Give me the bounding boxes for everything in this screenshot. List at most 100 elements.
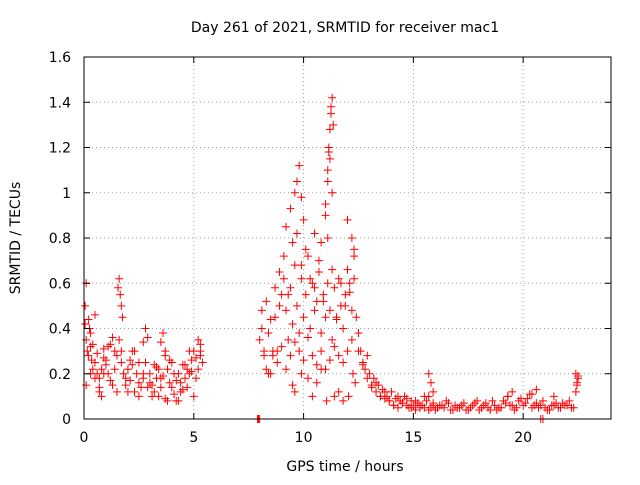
- y-tick-label: 1.4: [49, 95, 71, 111]
- data-point: [130, 387, 139, 396]
- data-point: [317, 347, 326, 356]
- data-point: [106, 376, 115, 385]
- data-point: [286, 204, 295, 213]
- data-point: [165, 378, 174, 387]
- data-point: [99, 344, 108, 353]
- data-point: [572, 378, 581, 387]
- data-point: [323, 177, 332, 186]
- data-point: [185, 369, 194, 378]
- data-point: [181, 374, 190, 383]
- data-point: [152, 362, 161, 371]
- data-point: [321, 313, 330, 322]
- data-point: [83, 347, 92, 356]
- data-point: [114, 283, 123, 292]
- data-point: [310, 283, 319, 292]
- data-point: [451, 401, 460, 410]
- data-point: [255, 335, 264, 344]
- data-point: [328, 265, 337, 274]
- data-point: [279, 274, 288, 283]
- data-point: [424, 369, 433, 378]
- y-tick-label: 0.2: [49, 367, 71, 383]
- data-point: [317, 329, 326, 338]
- data-point: [143, 383, 152, 392]
- data-point: [389, 401, 398, 410]
- data-point: [156, 383, 165, 392]
- data-point: [257, 324, 266, 333]
- data-point: [372, 387, 381, 396]
- data-point: [143, 333, 152, 342]
- data-point: [150, 360, 159, 369]
- data-point: [527, 390, 536, 399]
- data-point: [115, 335, 124, 344]
- x-tick-label: 15: [404, 430, 422, 446]
- data-point: [495, 403, 504, 412]
- data-point: [347, 335, 356, 344]
- data-point: [411, 405, 420, 414]
- data-point: [322, 396, 331, 405]
- data-point: [176, 387, 185, 396]
- data-point: [121, 381, 130, 390]
- data-point: [170, 369, 179, 378]
- data-point: [306, 324, 315, 333]
- data-point: [391, 394, 400, 403]
- data-point: [345, 288, 354, 297]
- data-point: [339, 324, 348, 333]
- data-point: [459, 399, 468, 408]
- data-point: [372, 378, 381, 387]
- data-point: [325, 356, 334, 365]
- data-point: [257, 306, 266, 315]
- data-point: [110, 365, 119, 374]
- data-point: [279, 252, 288, 261]
- data-point: [394, 403, 403, 412]
- data-point: [407, 403, 416, 412]
- data-point: [196, 340, 205, 349]
- data-point: [117, 347, 126, 356]
- data-point: [292, 229, 301, 238]
- data-point: [312, 360, 321, 369]
- y-axis-ticks: 0 0.2 0.4 0.6 0.8 1 1.2 1.4 1.6: [49, 50, 611, 428]
- data-point: [90, 374, 99, 383]
- data-point: [488, 396, 497, 405]
- data-point: [446, 405, 455, 414]
- data-point: [115, 274, 124, 283]
- data-point: [172, 376, 181, 385]
- data-point: [185, 347, 194, 356]
- y-axis-label: SRMTID / TECUs: [8, 182, 24, 295]
- data-point: [314, 256, 323, 265]
- x-tick-label: 0: [80, 430, 89, 446]
- data-point: [282, 222, 291, 231]
- data-point: [329, 120, 338, 129]
- data-point: [365, 369, 374, 378]
- data-point: [339, 396, 348, 405]
- data-point: [327, 102, 336, 111]
- data-point: [161, 394, 170, 403]
- data-point: [286, 283, 295, 292]
- data-point: [81, 301, 90, 310]
- data-point: [282, 306, 291, 315]
- data-point: [486, 405, 495, 414]
- data-point: [317, 238, 326, 247]
- data-point: [264, 329, 273, 338]
- data-point: [288, 238, 297, 247]
- x-tick-label: 20: [514, 430, 532, 446]
- data-point: [352, 313, 361, 322]
- data-point: [534, 403, 543, 412]
- data-point: [112, 387, 121, 396]
- data-point: [194, 335, 203, 344]
- data-point: [426, 378, 435, 387]
- data-point: [380, 387, 389, 396]
- y-tick-label: 0: [62, 412, 71, 428]
- data-point: [108, 381, 117, 390]
- data-point: [106, 340, 115, 349]
- data-point: [350, 245, 359, 254]
- data-point: [422, 396, 431, 405]
- data-point: [286, 351, 295, 360]
- data-point: [290, 188, 299, 197]
- data-point: [330, 342, 339, 351]
- data-point: [118, 313, 127, 322]
- data-point: [394, 392, 403, 401]
- data-point: [477, 403, 486, 412]
- data-point: [117, 358, 126, 367]
- data-point: [473, 396, 482, 405]
- data-point: [402, 394, 411, 403]
